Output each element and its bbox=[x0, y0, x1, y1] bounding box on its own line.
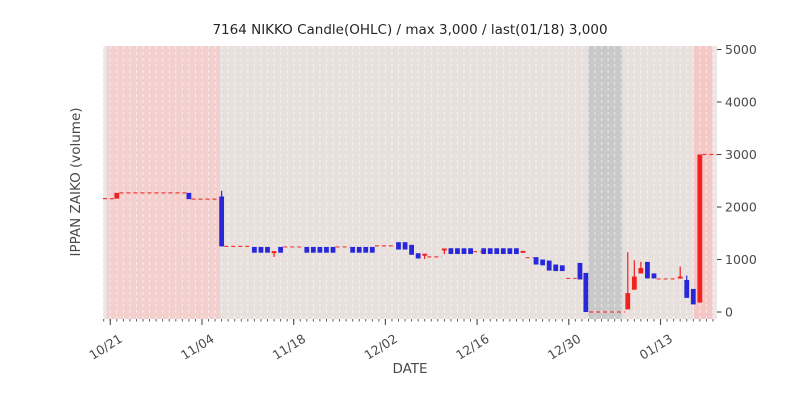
candle-body bbox=[533, 257, 539, 265]
candle-body bbox=[697, 154, 703, 303]
band-latest-period bbox=[693, 46, 713, 319]
y-tick-label: 2000 bbox=[725, 200, 757, 215]
candle-body bbox=[577, 262, 583, 280]
candle-body bbox=[310, 246, 316, 253]
candle-body bbox=[645, 261, 650, 279]
candle-body bbox=[402, 242, 408, 250]
highlight-bands bbox=[103, 46, 717, 319]
candle-body bbox=[677, 276, 683, 279]
candle-body bbox=[625, 293, 631, 310]
y-tick-label: 3000 bbox=[725, 147, 757, 162]
candle-body bbox=[540, 259, 546, 266]
y-tick-label: 1000 bbox=[725, 252, 757, 267]
candle-body bbox=[520, 250, 526, 253]
x-tick-labels: 10/21 11/04 11/18 12/02 12/16 12/30 01/13 bbox=[86, 331, 675, 363]
candle-body bbox=[631, 276, 637, 290]
x-tick-label: 12/16 bbox=[453, 331, 492, 363]
candle-body bbox=[356, 246, 362, 253]
candle-body bbox=[494, 248, 500, 255]
y-axis-ticks bbox=[717, 48, 722, 313]
candle-body bbox=[651, 273, 657, 279]
candle-body bbox=[304, 246, 310, 253]
candle-body bbox=[324, 246, 329, 253]
band-right-edge-strip bbox=[712, 46, 717, 319]
candle-body bbox=[186, 192, 192, 200]
x-tick-label: 11/18 bbox=[270, 331, 309, 363]
y-tick-label: 0 bbox=[725, 305, 733, 320]
x-tick-label: 12/30 bbox=[545, 331, 584, 363]
candle-body bbox=[219, 196, 225, 247]
candle-body bbox=[415, 253, 421, 259]
band-left-edge-strip bbox=[103, 46, 107, 319]
candle-body bbox=[507, 248, 513, 255]
candles bbox=[114, 154, 703, 313]
candle-body bbox=[487, 248, 493, 255]
x-axis-ticks bbox=[103, 319, 714, 325]
y-tick-label: 5000 bbox=[725, 42, 757, 57]
candle-body bbox=[265, 246, 270, 253]
candle-body bbox=[317, 246, 323, 253]
x-tick-label: 12/02 bbox=[361, 331, 400, 363]
flat-close-line bbox=[103, 153, 717, 313]
candle-body bbox=[409, 244, 415, 255]
candle-body bbox=[363, 246, 369, 253]
x-tick-label: 10/21 bbox=[86, 331, 125, 363]
chart-title: 7164 NIKKO Candle(OHLC) / max 3,000 / la… bbox=[212, 22, 608, 38]
y-axis-label: IPPAN ZAIKO (volume) bbox=[68, 107, 84, 257]
candle-body bbox=[559, 265, 565, 272]
candle-body bbox=[455, 248, 460, 255]
candle-body bbox=[278, 246, 283, 253]
candle-body bbox=[350, 246, 356, 253]
y-tick-labels: 0 1000 2000 3000 4000 5000 bbox=[725, 42, 757, 320]
x-axis-label: DATE bbox=[392, 361, 428, 377]
candle-body bbox=[369, 246, 375, 253]
candle-body bbox=[546, 260, 552, 271]
candle-body bbox=[448, 248, 454, 255]
candle-body bbox=[514, 248, 519, 255]
band-pre-drop-period bbox=[106, 46, 220, 319]
candle-body bbox=[258, 246, 264, 253]
candle-body bbox=[638, 267, 644, 274]
y-tick-label: 4000 bbox=[725, 95, 757, 110]
candle-body bbox=[396, 242, 401, 250]
candle-body bbox=[441, 248, 447, 251]
candle-body bbox=[583, 272, 589, 313]
candle-body bbox=[553, 264, 559, 272]
x-tick-label: 11/04 bbox=[178, 331, 217, 363]
candle-body bbox=[422, 253, 428, 256]
candle-body bbox=[690, 288, 696, 305]
candle-body bbox=[468, 248, 473, 255]
candle-body bbox=[330, 246, 336, 253]
candle-body bbox=[500, 248, 506, 255]
candle-body bbox=[114, 192, 120, 199]
candle-body bbox=[461, 248, 467, 255]
candle-body bbox=[251, 246, 257, 253]
x-tick-label: 01/13 bbox=[637, 331, 676, 363]
candle-body bbox=[271, 251, 277, 254]
band-year-end-holiday bbox=[588, 46, 623, 319]
candle-body bbox=[481, 248, 487, 255]
candle-body bbox=[684, 279, 690, 298]
